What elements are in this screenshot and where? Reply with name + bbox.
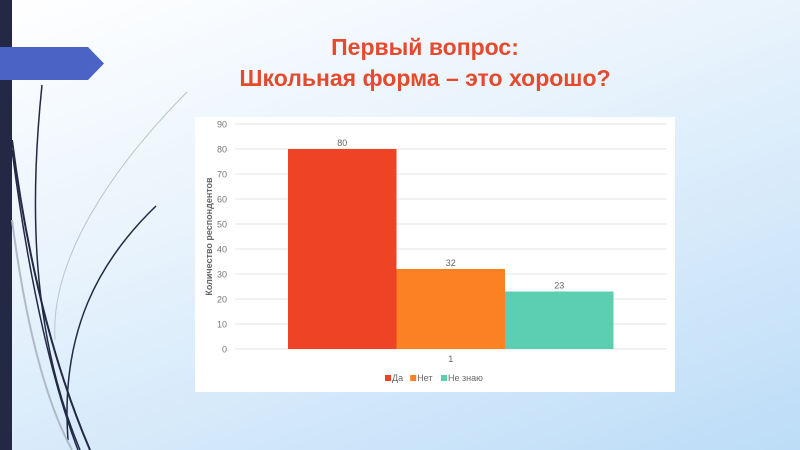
bar-2 xyxy=(396,269,505,349)
legend-swatch xyxy=(385,375,391,381)
y-tick-label: 0 xyxy=(222,345,227,355)
y-tick-label: 20 xyxy=(217,295,227,305)
title-line-2: Школьная форма – это хорошо? xyxy=(239,65,611,91)
slide-title: Первый вопрос: Школьная форма – это хоро… xyxy=(150,32,700,94)
chart-panel: 0 10 20 30 40 50 60 70 80 90 Количество респондент… xyxy=(195,117,675,392)
legend-swatch xyxy=(410,375,417,381)
data-label: 80 xyxy=(337,138,347,148)
y-tick-label: 70 xyxy=(217,170,227,180)
sidebar-bar xyxy=(0,0,12,450)
y-tick-label: 50 xyxy=(217,220,227,230)
arrow-decoration xyxy=(0,47,104,80)
legend-label: Не знаю xyxy=(448,373,483,383)
title-line-1: Первый вопрос: xyxy=(331,34,519,60)
y-tick-label: 60 xyxy=(217,195,227,205)
legend-label: Нет xyxy=(417,373,432,383)
y-tick-label: 40 xyxy=(217,245,227,255)
legend-swatch xyxy=(441,375,447,381)
bar-3 xyxy=(505,291,614,349)
data-label: 32 xyxy=(446,258,456,268)
y-tick-label: 10 xyxy=(217,320,227,330)
y-tick-label: 90 xyxy=(217,120,227,130)
legend-label: Да xyxy=(392,373,403,383)
decorative-curves xyxy=(11,84,188,450)
y-axis-title: Количество респондентов xyxy=(204,177,214,296)
x-tick-label: 1 xyxy=(448,354,453,364)
data-label: 23 xyxy=(554,281,564,291)
y-tick-label: 30 xyxy=(217,270,227,280)
bar-chart: 0 10 20 30 40 50 60 70 80 90 Количество респондент… xyxy=(204,120,667,383)
bar-1 xyxy=(288,149,397,349)
y-tick-label: 80 xyxy=(217,145,227,155)
